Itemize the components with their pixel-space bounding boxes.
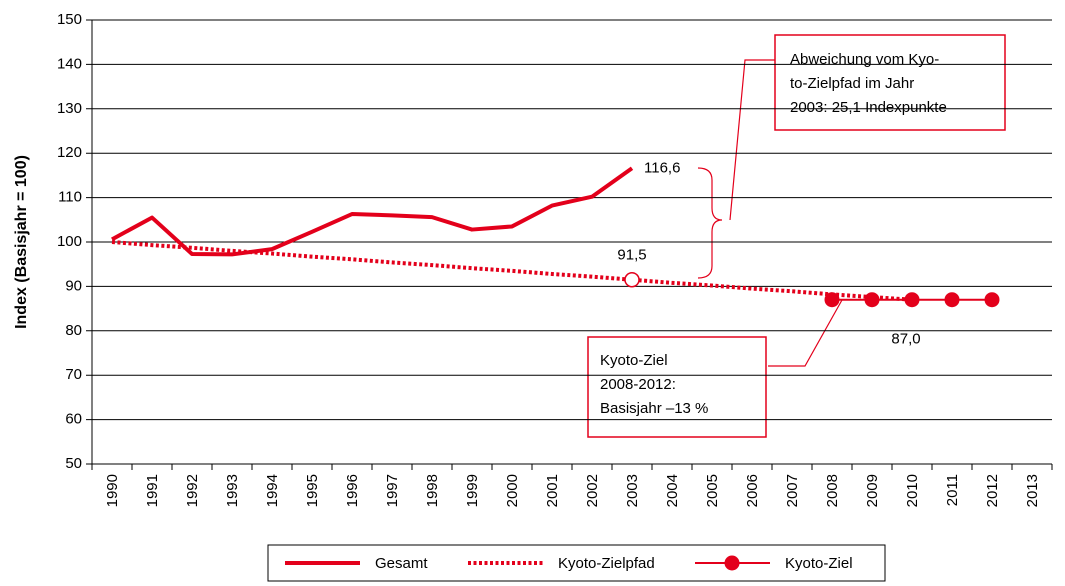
x-tick-label: 1992: [184, 474, 201, 507]
y-tick-label: 140: [57, 55, 82, 72]
marker: [944, 292, 960, 308]
x-tick-label: 1993: [224, 474, 241, 507]
connector: [768, 299, 843, 367]
line: [111, 166, 634, 257]
marker: [864, 292, 880, 308]
x-tick-label: 2012: [984, 474, 1001, 507]
annotation-text: 2003: 25,1 Indexpunkte: [790, 99, 947, 116]
y-tick-label: 110: [58, 189, 82, 206]
x-tick-label: 1997: [384, 474, 401, 507]
x-tick-label: 2003: [624, 474, 641, 507]
x-tick-label: 2000: [504, 474, 521, 507]
marker: [824, 292, 840, 308]
x-tick-label: 2004: [664, 474, 681, 507]
brace: [697, 167, 723, 279]
x-tick-label: 2008: [824, 474, 841, 507]
annotation-text: 2008-2012:: [600, 376, 676, 393]
y-tick-label: 120: [57, 144, 82, 161]
x-tick-label: 2013: [1024, 474, 1041, 507]
x-tick-label: 2006: [744, 474, 761, 507]
data-label: 87,0: [891, 331, 920, 348]
marker: [904, 292, 920, 308]
legend-label: Kyoto-Zielpfad: [558, 555, 655, 572]
x-tick-label: 1990: [104, 474, 121, 507]
marker: [984, 292, 1000, 308]
x-tick-label: 2010: [904, 474, 921, 507]
legend-label: Kyoto-Ziel: [785, 555, 853, 572]
y-tick-label: 60: [65, 411, 82, 428]
legend-marker: [724, 555, 740, 571]
y-tick-label: 70: [65, 366, 82, 383]
y-tick-label: 90: [65, 277, 82, 294]
x-tick-label: 1994: [264, 474, 281, 507]
data-label: 116,6: [644, 159, 680, 176]
y-tick-label: 80: [65, 322, 82, 339]
annotation-box: [774, 34, 1006, 131]
data-label: 91,5: [617, 247, 646, 264]
connector: [729, 59, 775, 221]
x-tick-label: 1991: [144, 474, 161, 507]
x-tick-label: 2009: [864, 474, 881, 507]
x-tick-label: 1998: [424, 474, 441, 507]
x-tick-label: 2005: [704, 474, 721, 507]
x-tick-label: 2007: [784, 474, 801, 507]
y-tick-label: 130: [57, 100, 82, 117]
x-tick-label: 2011: [944, 474, 961, 506]
annotation-box: [587, 336, 767, 438]
y-axis-label: Index (Basisjahr = 100): [13, 155, 30, 329]
legend-label: Gesamt: [375, 555, 428, 572]
x-tick-label: 2002: [584, 474, 601, 507]
x-tick-label: 2001: [544, 474, 561, 507]
x-tick-label: 1996: [344, 474, 361, 507]
legend-box: [267, 544, 886, 582]
annotation-text: to-Zielpfad im Jahr: [790, 75, 914, 92]
annotation-text: Abweichung vom Kyo-: [790, 51, 939, 68]
line: [111, 240, 913, 302]
y-tick-label: 100: [57, 233, 82, 250]
y-tick-label: 150: [57, 11, 82, 28]
annotation-text: Kyoto-Ziel: [600, 352, 668, 369]
x-tick-label: 1995: [304, 474, 321, 507]
x-tick-label: 1999: [464, 474, 481, 507]
annotation-text: Basisjahr –13 %: [600, 400, 708, 417]
marker: [624, 271, 640, 288]
y-tick-label: 50: [65, 455, 82, 472]
